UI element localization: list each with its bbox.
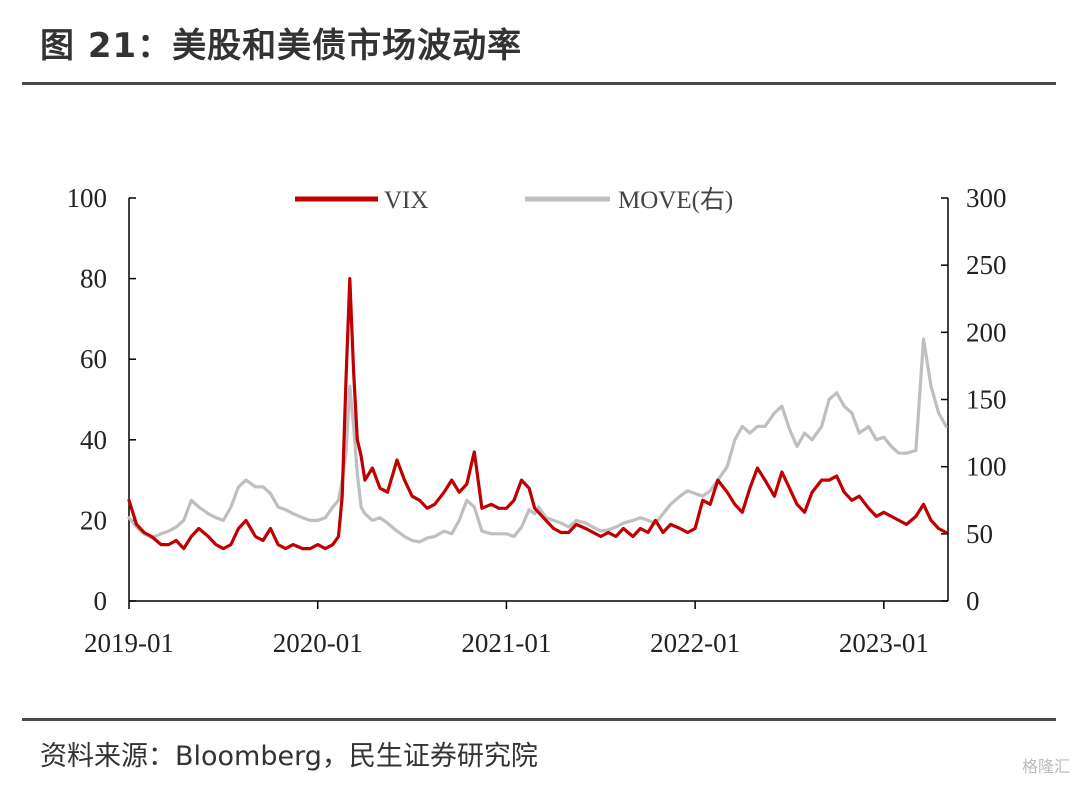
legend: VIX MOVE(右) xyxy=(295,186,733,214)
y-left-tick-label: 100 xyxy=(67,183,108,213)
source-note: 资料来源：Bloomberg，民生证券研究院 xyxy=(40,741,538,772)
watermark: 格隆汇 xyxy=(1021,757,1070,776)
y-left-tick-label: 40 xyxy=(80,425,107,455)
x-tick-label: 2023-01 xyxy=(839,628,929,658)
y-right-tick-label: 50 xyxy=(966,519,993,549)
top-divider xyxy=(22,82,1056,85)
x-tick-label: 2021-01 xyxy=(461,628,551,658)
ticks-layer: 0 20 40 60 80 100 0 50 100 150 200 250 300 2019-01 202… xyxy=(67,183,1007,658)
legend-label-vix: VIX xyxy=(384,187,428,214)
y-right-tick-label: 0 xyxy=(966,586,980,616)
y-left-tick-label: 0 xyxy=(94,586,108,616)
bottom-divider xyxy=(22,718,1056,721)
y-right-tick-label: 150 xyxy=(966,385,1007,415)
x-tick-label: 2019-01 xyxy=(84,628,174,658)
y-right-tick-label: 300 xyxy=(966,183,1007,213)
series-line-move xyxy=(127,337,948,544)
series-line-vix xyxy=(127,277,948,551)
x-tick-label: 2022-01 xyxy=(650,628,740,658)
y-left-tick-label: 60 xyxy=(80,344,107,374)
y-right-tick-label: 250 xyxy=(966,250,1007,280)
y-right-tick-label: 200 xyxy=(966,317,1007,347)
x-tick-label: 2020-01 xyxy=(273,628,363,658)
y-right-tick-label: 100 xyxy=(966,452,1007,482)
y-left-tick-label: 20 xyxy=(80,505,107,535)
y-left-tick-label: 80 xyxy=(80,264,107,294)
legend-label-move: MOVE(右) xyxy=(618,186,733,214)
series-layer xyxy=(127,277,948,551)
axes-layer xyxy=(128,198,949,602)
chart-title: 图 21：美股和美债市场波动率 xyxy=(40,26,523,66)
